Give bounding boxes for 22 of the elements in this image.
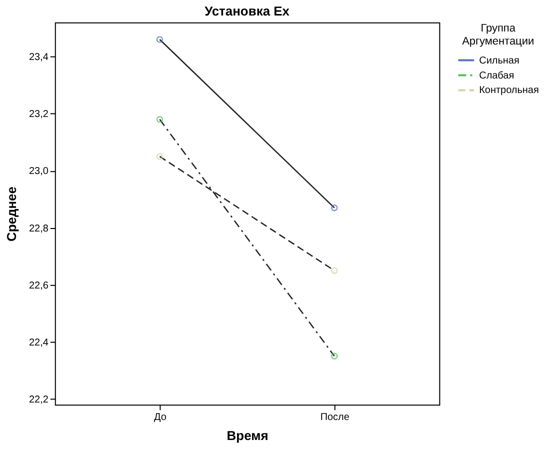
legend-label: Слабая xyxy=(479,70,514,82)
point xyxy=(331,352,338,360)
y-tick-label: 23,0 xyxy=(29,166,49,178)
point xyxy=(331,204,338,212)
y-tick-label: 22,4 xyxy=(29,337,49,348)
point xyxy=(156,153,164,160)
y-tick-label: 23,4 xyxy=(29,52,49,64)
point xyxy=(156,116,164,123)
chart-title: Установка Ex xyxy=(204,3,290,18)
y-tick-label: 22,6 xyxy=(29,280,49,292)
x-tick-label: До xyxy=(154,412,167,424)
y-axis-title: Среднее xyxy=(4,186,20,242)
y-tick-label: 23,2 xyxy=(29,109,49,120)
x-tick-label: После xyxy=(320,412,350,424)
legend-label: Контрольная xyxy=(479,85,539,96)
y-tick-label: 22,8 xyxy=(29,223,49,234)
y-tick-label: 22,2 xyxy=(29,394,49,406)
x-axis-title: Время xyxy=(226,428,268,444)
point xyxy=(331,267,338,274)
point xyxy=(156,36,164,43)
legend-title: Группа Аргументации xyxy=(462,22,534,48)
legend-label: Сильная xyxy=(479,55,520,66)
